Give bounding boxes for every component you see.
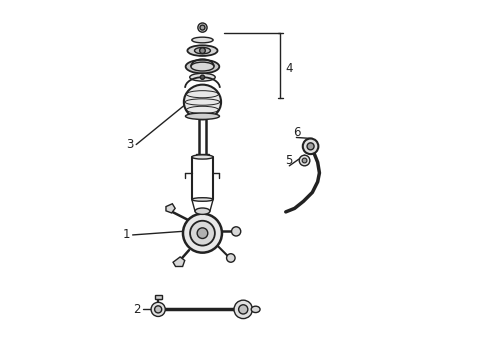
Ellipse shape — [190, 73, 215, 81]
Circle shape — [302, 158, 307, 163]
Circle shape — [307, 143, 314, 150]
Polygon shape — [166, 204, 175, 213]
Ellipse shape — [191, 62, 214, 71]
Circle shape — [151, 302, 165, 316]
Circle shape — [234, 300, 252, 319]
Ellipse shape — [192, 37, 213, 43]
Circle shape — [303, 139, 318, 154]
Polygon shape — [155, 295, 162, 300]
Ellipse shape — [185, 113, 220, 120]
Ellipse shape — [195, 208, 210, 215]
Circle shape — [198, 23, 207, 32]
Text: 3: 3 — [126, 138, 133, 151]
Circle shape — [190, 221, 215, 246]
Circle shape — [226, 254, 235, 262]
Ellipse shape — [187, 45, 218, 56]
Ellipse shape — [251, 306, 260, 312]
Circle shape — [239, 305, 248, 314]
Ellipse shape — [192, 198, 213, 201]
Ellipse shape — [195, 48, 210, 54]
Circle shape — [232, 227, 241, 236]
Circle shape — [155, 306, 162, 313]
Circle shape — [200, 25, 205, 30]
Ellipse shape — [192, 155, 213, 159]
Circle shape — [299, 155, 310, 166]
Circle shape — [200, 75, 205, 79]
Circle shape — [199, 48, 205, 54]
Polygon shape — [173, 257, 185, 266]
Text: 4: 4 — [286, 62, 293, 75]
Circle shape — [183, 214, 222, 253]
Text: 2: 2 — [133, 303, 141, 316]
Text: 1: 1 — [122, 229, 130, 242]
Ellipse shape — [184, 85, 221, 120]
Text: 5: 5 — [286, 154, 293, 167]
Circle shape — [197, 228, 208, 238]
Ellipse shape — [186, 60, 220, 73]
Text: 6: 6 — [293, 126, 300, 139]
